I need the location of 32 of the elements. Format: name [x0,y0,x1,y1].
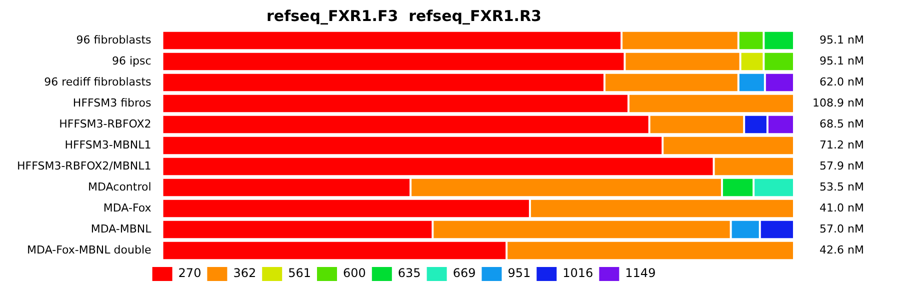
text: 95.1 nM [820,33,864,46]
text: 53.5 nM [820,180,864,194]
legend-label: 635 [398,266,421,280]
y-tick-label: MDA-Fox-MBNL double [27,243,152,256]
legend-label: 1149 [625,266,656,280]
y-tick-label: HFFSM3 fibros [72,96,152,110]
legend-label: 951 [508,266,531,280]
text: 62.0 nM [820,75,864,88]
text: 68.5 nM [820,117,864,130]
text: 41.0 nM [820,201,864,214]
legend-label: 1016 [562,266,594,280]
y-tick-label: MDAcontrol [88,180,152,194]
text: 108.9 nM [812,96,864,110]
legend-label: 270 [178,266,202,280]
chart-title: refseq_FXR1.F3 refseq_FXR1.R3 [266,6,542,25]
legend-label: 669 [452,266,476,280]
text: 57.9 nM [820,159,864,172]
y-tick-label: HFFSM3-RBFOX2 [59,117,152,130]
text: 42.6 nM [820,243,864,256]
y-tick-label: HFFSM3-MBNL1 [64,138,152,152]
y-tick-label: MDA-Fox [103,201,152,214]
legend-label: 600 [343,266,366,280]
text: 57.0 nM [820,222,864,236]
y-tick-label: 96 ipsc [112,54,152,68]
text: 71.2 nM [820,138,864,152]
y-tick-label: MDA-MBNL [90,222,152,236]
y-tick-label: 96 fibroblasts [76,33,152,46]
legend-label: 362 [233,266,256,280]
text: 95.1 nM [820,54,864,68]
y-tick-label: 96 rediff fibroblasts [44,75,152,88]
y-tick-label: HFFSM3-RBFOX2/MBNL1 [16,159,152,172]
legend-label: 561 [288,266,312,280]
